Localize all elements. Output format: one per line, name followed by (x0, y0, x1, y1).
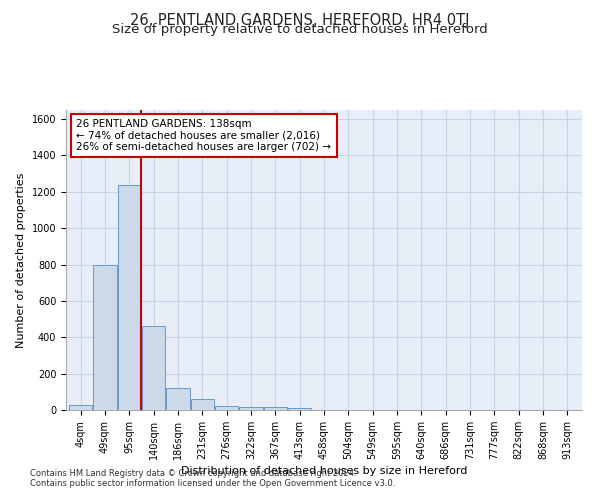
Bar (94, 264, 116, 410)
Bar (142, 326, 165, 410)
Bar (288, 408, 311, 410)
Bar (118, 184, 141, 410)
Text: 26, PENTLAND GARDENS, HEREFORD, HR4 0TJ: 26, PENTLAND GARDENS, HEREFORD, HR4 0TJ (130, 12, 470, 28)
Bar (264, 408, 287, 410)
Bar (215, 406, 238, 410)
Text: Size of property relative to detached houses in Hereford: Size of property relative to detached ho… (112, 22, 488, 36)
Text: Contains public sector information licensed under the Open Government Licence v3: Contains public sector information licen… (30, 478, 395, 488)
Text: Contains HM Land Registry data © Crown copyright and database right 2024.: Contains HM Land Registry data © Crown c… (30, 468, 356, 477)
Bar (191, 400, 214, 410)
X-axis label: Distribution of detached houses by size in Hereford: Distribution of detached houses by size … (181, 466, 467, 476)
Bar (166, 388, 190, 410)
Bar (69, 406, 92, 410)
Bar (239, 406, 263, 410)
Text: 26 PENTLAND GARDENS: 138sqm
← 74% of detached houses are smaller (2,016)
26% of : 26 PENTLAND GARDENS: 138sqm ← 74% of det… (76, 119, 331, 152)
Y-axis label: Number of detached properties: Number of detached properties (16, 172, 26, 348)
